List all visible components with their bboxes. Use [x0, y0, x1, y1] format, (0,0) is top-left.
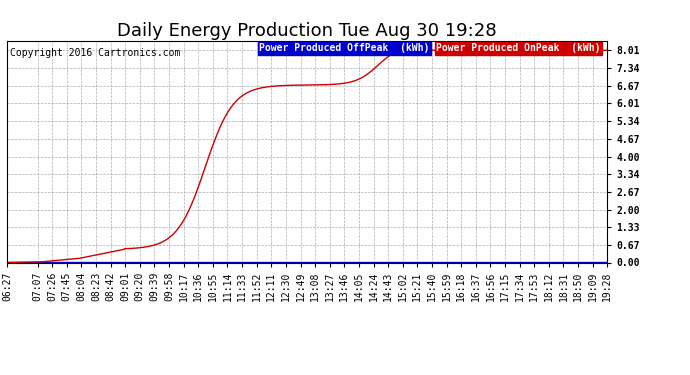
- Text: Power Produced OnPeak  (kWh): Power Produced OnPeak (kWh): [436, 44, 600, 54]
- Text: Power Produced OffPeak  (kWh): Power Produced OffPeak (kWh): [259, 44, 429, 54]
- Title: Daily Energy Production Tue Aug 30 19:28: Daily Energy Production Tue Aug 30 19:28: [117, 22, 497, 40]
- Text: Copyright 2016 Cartronics.com: Copyright 2016 Cartronics.com: [10, 48, 180, 58]
